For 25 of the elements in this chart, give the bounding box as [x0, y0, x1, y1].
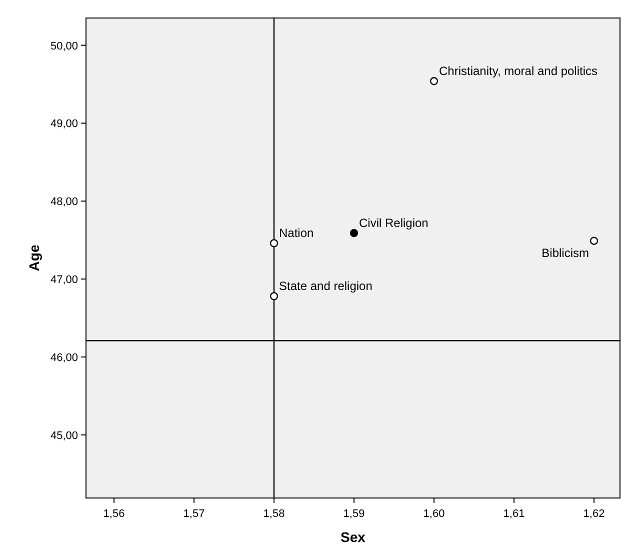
- y-axis-title: Age: [26, 244, 42, 272]
- point: [270, 239, 278, 248]
- y-tick-label: 48,00: [50, 196, 78, 208]
- annotation: Civil Religion: [359, 216, 428, 230]
- annotation: Biblicism: [542, 246, 589, 260]
- annotation: Christianity, moral and politics: [439, 64, 598, 78]
- point: [350, 228, 358, 238]
- y-tick-label: 46,00: [50, 352, 78, 364]
- x-tick-label: 1,61: [503, 508, 525, 520]
- annotation: Nation: [279, 226, 314, 240]
- point: [430, 77, 438, 86]
- x-tick-label: 1,57: [183, 508, 205, 520]
- x-tick-label: 1,60: [423, 508, 445, 520]
- y-tick-label: 45,00: [50, 430, 78, 442]
- x-axis-title: Sex: [340, 529, 366, 545]
- x-tick-label: 1,62: [583, 508, 605, 520]
- y-tick-label: 49,00: [50, 118, 78, 130]
- x-tick-label: 1,59: [343, 508, 365, 520]
- point: [270, 292, 278, 300]
- point: [590, 236, 598, 245]
- x-tick-label: 1,56: [103, 508, 125, 520]
- x-tick-label: 1,58: [263, 508, 285, 520]
- y-tick-label: 50,00: [50, 40, 78, 52]
- annotation: State and religion: [279, 279, 372, 294]
- y-tick-label: 47,00: [50, 274, 78, 286]
